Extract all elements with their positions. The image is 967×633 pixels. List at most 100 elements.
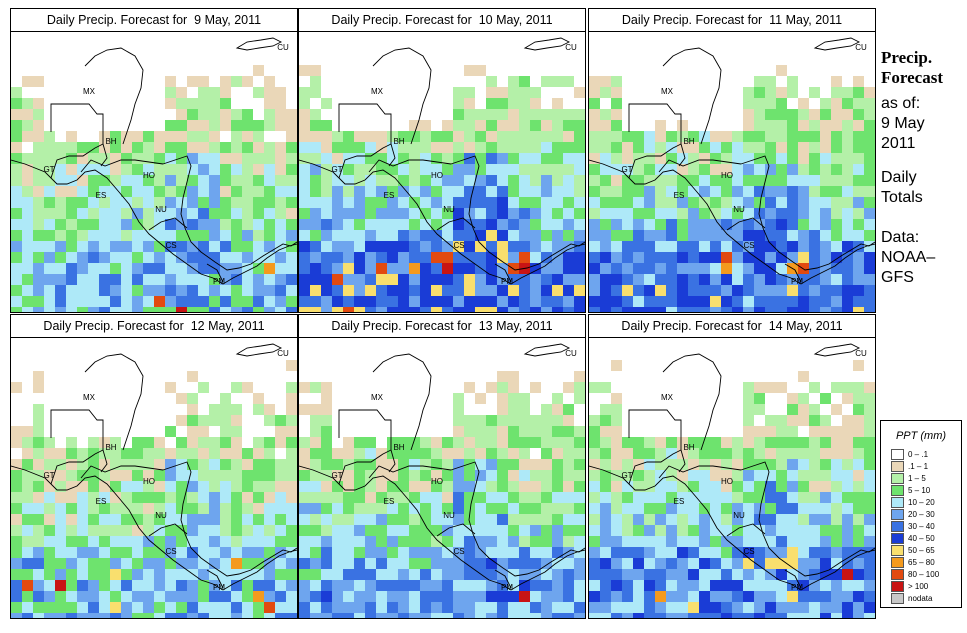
precip-cell — [409, 120, 420, 131]
precip-cell — [99, 65, 110, 76]
precip-cell — [622, 131, 633, 142]
precip-cell — [220, 307, 231, 312]
precip-cell — [442, 164, 453, 175]
precip-cell — [354, 87, 365, 98]
precip-cell — [688, 393, 699, 404]
precip-cell — [508, 426, 519, 437]
precip-cell — [475, 470, 486, 481]
precip-cell — [530, 142, 541, 153]
precip-cell — [22, 426, 33, 437]
precip-cell — [310, 404, 321, 415]
precip-cell — [242, 65, 253, 76]
precip-cell — [622, 296, 633, 307]
precip-cell — [519, 426, 530, 437]
precip-cell — [809, 54, 820, 65]
precip-cell — [644, 569, 655, 580]
precip-cell — [310, 481, 321, 492]
precip-cell — [121, 76, 132, 87]
precip-cell — [666, 32, 677, 43]
precip-cell — [699, 43, 710, 54]
precip-cell — [475, 569, 486, 580]
precip-cell — [154, 252, 165, 263]
precip-cell — [242, 470, 253, 481]
precip-cell — [88, 591, 99, 602]
precip-cell — [633, 481, 644, 492]
precip-cell — [275, 186, 286, 197]
precip-cell — [853, 580, 864, 591]
precip-cell — [633, 503, 644, 514]
precip-cell — [732, 536, 743, 547]
precip-cell — [110, 65, 121, 76]
precip-cell — [165, 569, 176, 580]
precip-cell — [721, 307, 732, 312]
precip-cell — [220, 470, 231, 481]
precip-cell — [776, 580, 787, 591]
precip-cell — [864, 230, 875, 241]
precip-cell — [710, 613, 721, 618]
precip-cell — [464, 43, 475, 54]
precip-cell — [633, 285, 644, 296]
precip-cell — [486, 43, 497, 54]
precip-cell — [220, 54, 231, 65]
precip-cell — [11, 547, 22, 558]
precip-cell — [464, 360, 475, 371]
precip-cell — [552, 602, 563, 613]
precip-cell — [198, 613, 209, 618]
precip-cell — [310, 536, 321, 547]
precip-cell — [754, 164, 765, 175]
precip-cell — [209, 415, 220, 426]
precip-cell — [365, 197, 376, 208]
precip-cell — [633, 492, 644, 503]
precip-cell — [165, 274, 176, 285]
precip-cell — [176, 263, 187, 274]
precip-cell — [486, 186, 497, 197]
precip-cell — [475, 415, 486, 426]
precip-cell — [787, 613, 798, 618]
precip-cell — [310, 492, 321, 503]
precip-cell — [655, 503, 666, 514]
precip-cell — [110, 175, 121, 186]
precip-cell — [655, 65, 666, 76]
precip-cell — [776, 536, 787, 547]
country-label-pm: PM — [791, 277, 803, 286]
precip-cell — [77, 252, 88, 263]
coastline — [523, 343, 571, 357]
precip-cell — [387, 175, 398, 186]
precip-cell — [253, 426, 264, 437]
precip-cell — [464, 307, 475, 312]
precip-cell — [431, 404, 442, 415]
precip-cell — [743, 241, 754, 252]
precip-cell — [552, 437, 563, 448]
precip-cell — [486, 547, 497, 558]
precip-cell — [699, 252, 710, 263]
precip-cell — [842, 43, 853, 54]
precip-cell — [165, 613, 176, 618]
precip-cell — [809, 65, 820, 76]
precip-cell — [198, 285, 209, 296]
precip-cell — [44, 43, 55, 54]
precip-cell — [508, 43, 519, 54]
precip-cell — [655, 481, 666, 492]
precip-cell — [44, 426, 55, 437]
precip-cell — [541, 175, 552, 186]
precip-cell — [655, 371, 666, 382]
precip-cell — [798, 382, 809, 393]
precip-cell — [453, 175, 464, 186]
precip-cell — [242, 459, 253, 470]
precip-cell — [286, 307, 297, 312]
precip-cell — [343, 569, 354, 580]
precip-cell — [253, 109, 264, 120]
precip-cell — [176, 393, 187, 404]
precip-cell — [187, 307, 198, 312]
precip-cell — [33, 131, 44, 142]
precip-cell — [552, 263, 563, 274]
precip-cell — [842, 32, 853, 43]
precip-cell — [409, 514, 420, 525]
precip-cell — [77, 393, 88, 404]
precip-cell — [765, 153, 776, 164]
precip-cell — [264, 120, 275, 131]
precip-cell — [666, 569, 677, 580]
precip-cell — [563, 426, 574, 437]
precip-cell — [464, 186, 475, 197]
